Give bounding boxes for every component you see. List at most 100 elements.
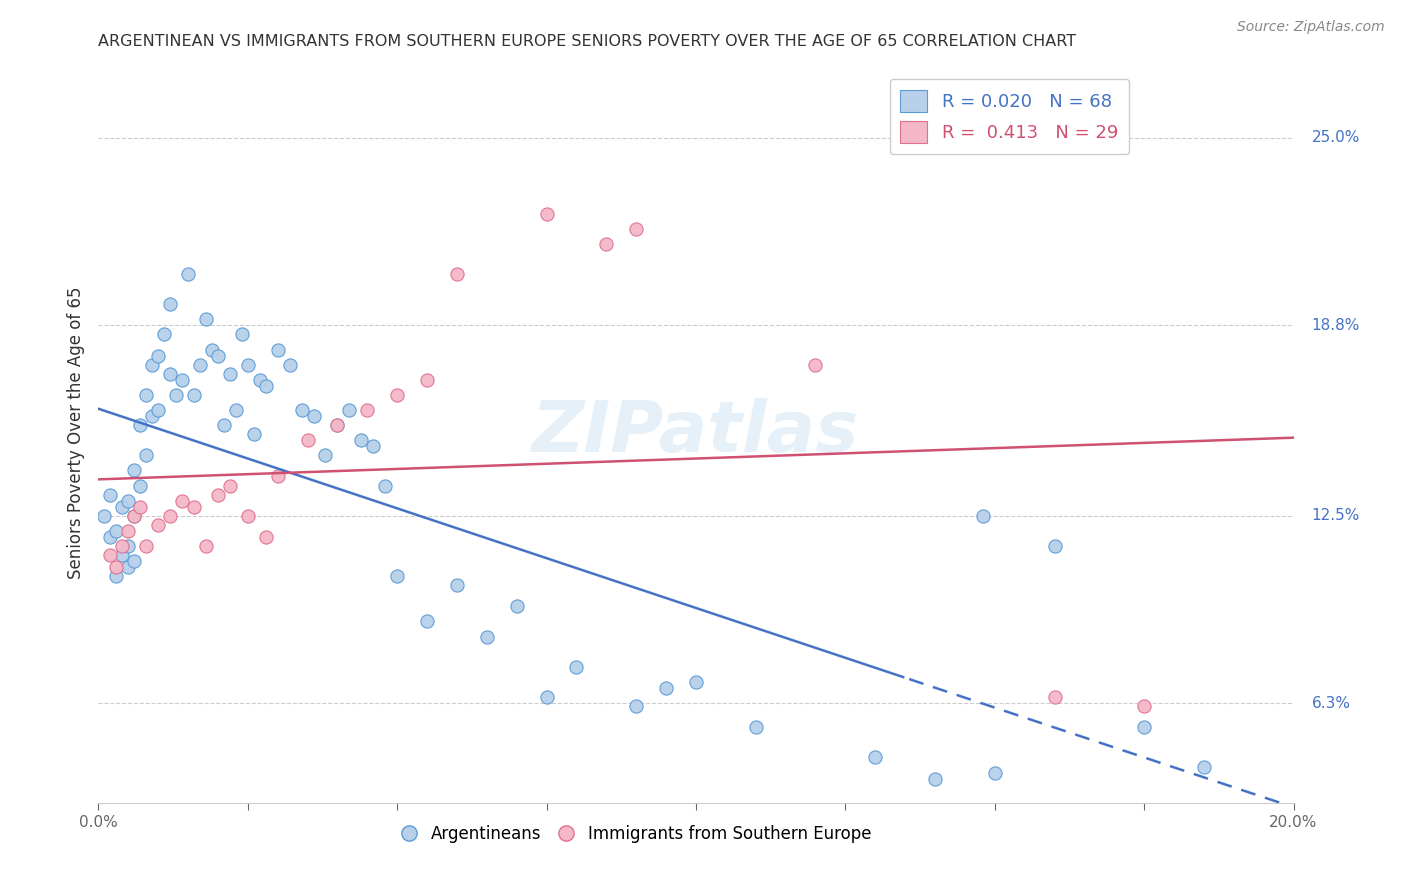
Point — [153, 327, 176, 342]
Point — [536, 206, 558, 220]
Point — [111, 539, 134, 553]
Point — [475, 630, 498, 644]
Point — [159, 367, 181, 381]
Point — [111, 500, 134, 514]
Point — [865, 750, 887, 764]
Point — [93, 508, 115, 523]
Point — [350, 433, 373, 447]
Point — [339, 403, 361, 417]
Point — [105, 524, 128, 538]
Point — [416, 373, 439, 387]
Point — [297, 433, 319, 447]
Point — [201, 343, 224, 357]
Point — [416, 615, 439, 629]
Text: 12.5%: 12.5% — [1312, 508, 1360, 524]
Point — [243, 427, 266, 442]
Point — [148, 403, 170, 417]
Point — [183, 388, 205, 402]
Point — [315, 448, 337, 462]
Point — [159, 508, 181, 523]
Point — [1192, 759, 1215, 773]
Text: 18.8%: 18.8% — [1312, 318, 1360, 333]
Point — [1043, 539, 1066, 553]
Point — [98, 548, 122, 562]
Point — [195, 539, 218, 553]
Point — [302, 409, 325, 423]
Point — [219, 367, 242, 381]
Point — [254, 530, 277, 544]
Point — [111, 548, 134, 562]
Point — [129, 500, 152, 514]
Point — [278, 358, 301, 372]
Point — [177, 267, 200, 281]
Point — [236, 358, 259, 372]
Point — [595, 236, 617, 251]
Point — [124, 554, 146, 568]
Point — [267, 469, 290, 483]
Point — [141, 409, 163, 423]
Point — [446, 578, 468, 592]
Point — [172, 373, 194, 387]
Point — [374, 478, 396, 492]
Point — [1133, 720, 1156, 734]
Text: 25.0%: 25.0% — [1312, 130, 1360, 145]
Point — [536, 690, 558, 704]
Point — [98, 530, 122, 544]
Point — [924, 772, 946, 786]
Point — [225, 403, 247, 417]
Y-axis label: Seniors Poverty Over the Age of 65: Seniors Poverty Over the Age of 65 — [66, 286, 84, 579]
Point — [655, 681, 678, 695]
Point — [129, 478, 152, 492]
Point — [212, 418, 235, 433]
Point — [117, 493, 139, 508]
Point — [219, 478, 242, 492]
Point — [183, 500, 205, 514]
Point — [326, 418, 349, 433]
Point — [804, 358, 827, 372]
Point — [745, 720, 768, 734]
Point — [626, 221, 648, 235]
Point — [117, 560, 139, 574]
Point — [207, 349, 229, 363]
Point — [231, 327, 253, 342]
Text: Source: ZipAtlas.com: Source: ZipAtlas.com — [1237, 20, 1385, 34]
Point — [363, 439, 385, 453]
Point — [117, 539, 139, 553]
Point — [124, 508, 146, 523]
Point — [249, 373, 271, 387]
Point — [135, 388, 157, 402]
Point — [124, 463, 146, 477]
Point — [685, 674, 707, 689]
Point — [117, 524, 139, 538]
Point — [446, 267, 468, 281]
Point — [105, 560, 128, 574]
Point — [135, 539, 157, 553]
Point — [984, 765, 1007, 780]
Legend: Argentineans, Immigrants from Southern Europe: Argentineans, Immigrants from Southern E… — [394, 819, 879, 850]
Point — [1043, 690, 1066, 704]
Text: 6.3%: 6.3% — [1312, 696, 1350, 711]
Point — [148, 517, 170, 532]
Point — [254, 378, 277, 392]
Point — [506, 599, 529, 614]
Point — [105, 569, 128, 583]
Point — [159, 297, 181, 311]
Point — [1133, 699, 1156, 714]
Point — [626, 699, 648, 714]
Text: ARGENTINEAN VS IMMIGRANTS FROM SOUTHERN EUROPE SENIORS POVERTY OVER THE AGE OF 6: ARGENTINEAN VS IMMIGRANTS FROM SOUTHERN … — [98, 34, 1077, 49]
Point — [236, 508, 259, 523]
Point — [385, 569, 409, 583]
Point — [291, 403, 314, 417]
Point — [124, 508, 146, 523]
Point — [207, 487, 229, 501]
Point — [135, 448, 157, 462]
Point — [188, 358, 211, 372]
Point — [172, 493, 194, 508]
Point — [267, 343, 290, 357]
Text: ZIPatlas: ZIPatlas — [533, 398, 859, 467]
Point — [141, 358, 163, 372]
Point — [98, 487, 122, 501]
Point — [195, 312, 218, 326]
Point — [565, 660, 588, 674]
Point — [385, 388, 409, 402]
